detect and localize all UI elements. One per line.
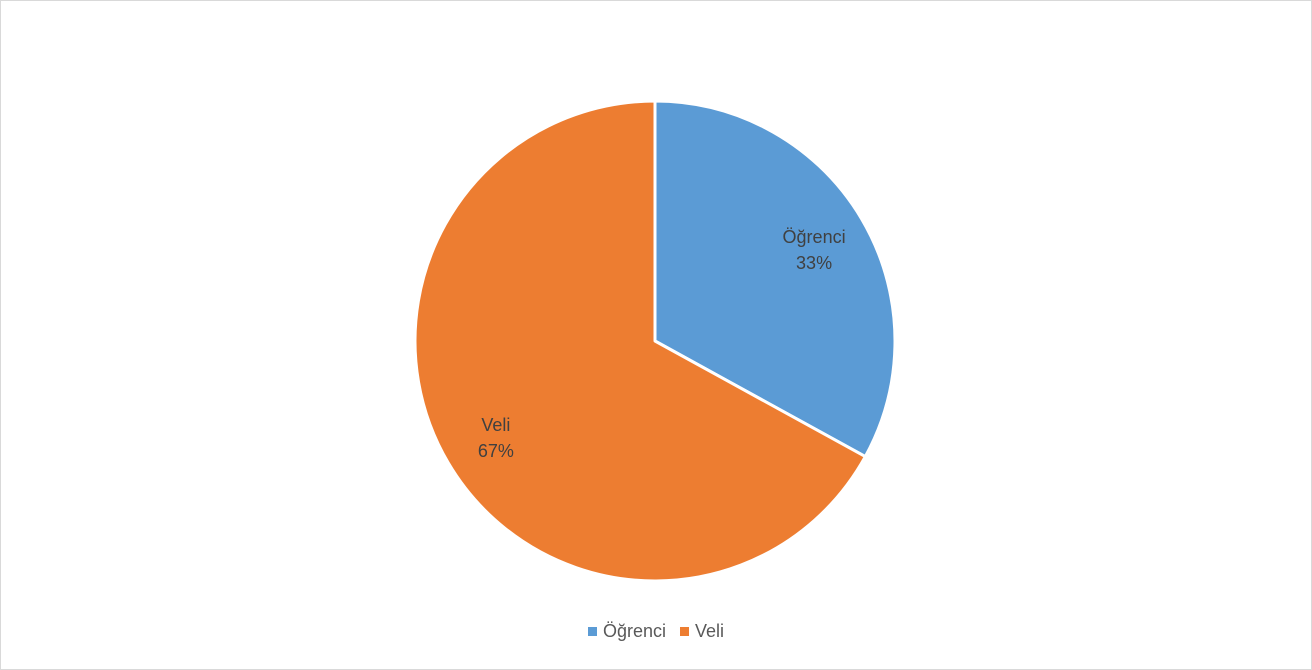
legend-item-veli: Veli: [680, 621, 724, 642]
pie-slice-ogrenci: [653, 99, 897, 459]
legend: Öğrenci Veli: [1, 621, 1311, 642]
legend-swatch-veli: [680, 627, 689, 636]
legend-label-ogrenci: Öğrenci: [602, 621, 666, 641]
legend-item-ogrenci: Öğrenci: [587, 621, 666, 642]
data-label-veli: Veli 67%: [478, 415, 514, 461]
pie-slice-veli: [413, 99, 867, 583]
legend-label-veli: Veli: [695, 621, 725, 641]
legend-swatch-ogrenci: [587, 627, 597, 636]
data-label-ogrenci: Öğrenci 33%: [783, 227, 846, 273]
